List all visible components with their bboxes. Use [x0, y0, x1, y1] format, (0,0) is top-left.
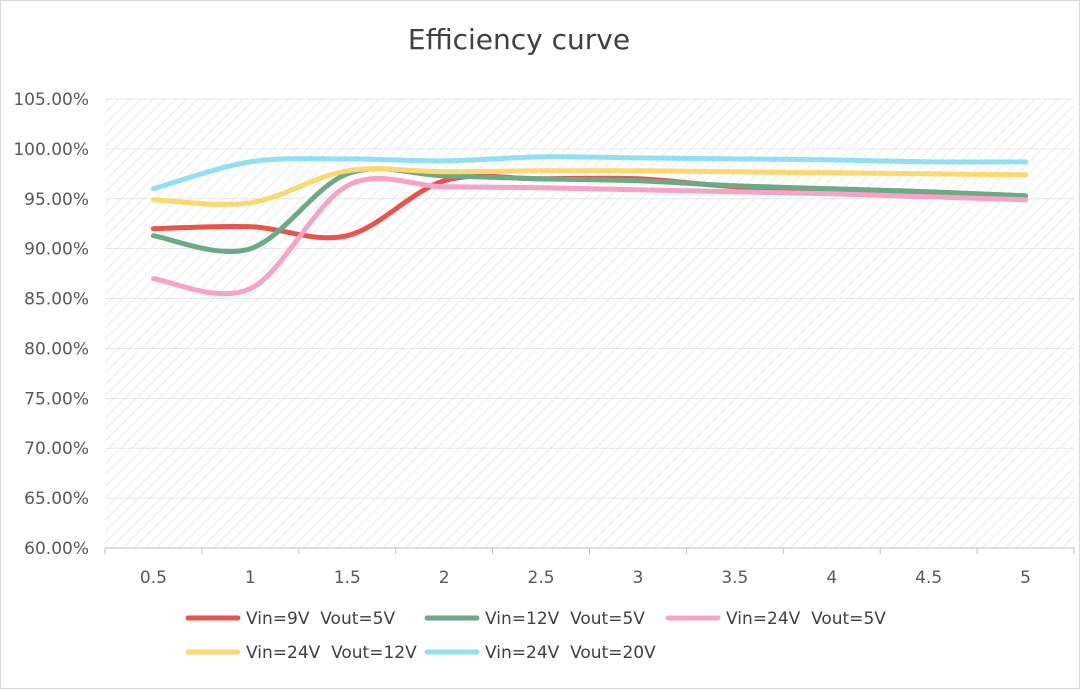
series-lines [150, 154, 1029, 297]
x-axis-labels: 0.5 1 1.5 2 2.5 3 3.5 4 4.5 5 [140, 568, 1031, 588]
legend-label: Vin=12V Vout=5V [485, 609, 645, 629]
x-axis [104, 547, 1075, 554]
x-tick-label: 4.5 [915, 568, 942, 588]
legend-label: Vin=24V Vout=5V [726, 609, 886, 629]
series-line-3 [150, 176, 1029, 297]
legend-item: Vin=24V Vout=20V [424, 643, 656, 663]
y-tick-label: 60.00% [24, 539, 89, 559]
legend-item: Vin=9V Vout=5V [185, 609, 395, 629]
x-tick-label: 1.5 [334, 568, 361, 588]
plot-area [105, 99, 1074, 548]
series-line-5 [150, 154, 1029, 192]
x-tick-label: 2.5 [528, 568, 555, 588]
y-tick-label: 75.00% [24, 389, 89, 409]
x-tick-label: 5 [1020, 568, 1031, 588]
y-tick-label: 80.00% [24, 339, 89, 359]
y-tick-label: 105.00% [13, 90, 89, 110]
legend-label: Vin=24V Vout=12V [246, 643, 417, 663]
legend: Vin=9V Vout=5V Vin=12V Vout=5V Vin=24V Vou… [185, 609, 886, 663]
y-tick-label: 70.00% [24, 439, 89, 459]
series-line-2 [150, 166, 1029, 255]
legend-label: Vin=24V Vout=20V [485, 643, 656, 663]
x-tick-label: 3.5 [721, 568, 748, 588]
y-tick-label: 100.00% [13, 140, 89, 160]
x-tick-label: 3 [633, 568, 644, 588]
series-line-4 [150, 166, 1029, 207]
y-tick-label: 65.00% [24, 489, 89, 509]
chart-title: Efficiency curve [408, 23, 630, 56]
x-tick-label: 4 [826, 568, 837, 588]
x-tick-label: 1 [245, 568, 256, 588]
y-axis-labels: 60.00% 65.00% 70.00% 75.00% 80.00% 85.00% 90.0… [13, 90, 89, 559]
legend-item: Vin=12V Vout=5V [424, 609, 645, 629]
legend-item: Vin=24V Vout=5V [665, 609, 886, 629]
x-tick-label: 0.5 [140, 568, 167, 588]
legend-label: Vin=9V Vout=5V [246, 609, 395, 629]
y-tick-label: 90.00% [24, 240, 89, 260]
y-tick-label: 85.00% [24, 290, 89, 310]
y-tick-label: 95.00% [24, 190, 89, 210]
legend-item: Vin=24V Vout=12V [185, 643, 417, 663]
x-tick-label: 2 [439, 568, 450, 588]
